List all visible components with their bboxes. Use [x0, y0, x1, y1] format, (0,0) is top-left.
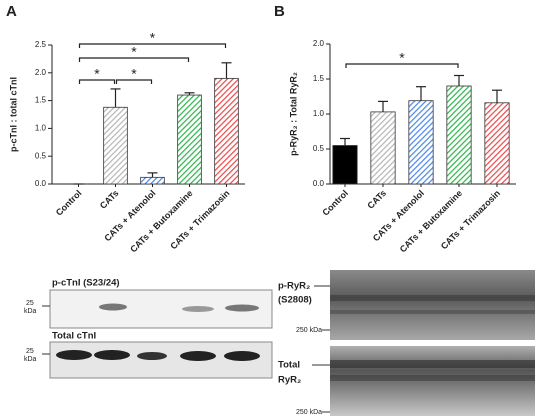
bar: [370, 111, 396, 185]
blot-label: p-cTnI (S23/24): [52, 278, 120, 289]
y-tick-label: 1.5: [35, 96, 47, 105]
blot-label: (S2808): [278, 295, 312, 306]
blot-label: Total cTnI: [52, 331, 96, 342]
band: [330, 375, 535, 381]
x-tick-label: CATs + Butoxamine: [398, 188, 464, 254]
significance-bracket: [115, 79, 153, 84]
bar: [214, 77, 239, 185]
y-tick-label: 0.5: [35, 151, 47, 160]
bar: [103, 106, 128, 185]
panel-letter: A: [6, 3, 17, 20]
marker-label: kDa: [24, 356, 37, 363]
band: [94, 350, 130, 360]
band: [330, 310, 535, 314]
x-tick-label: Control: [320, 188, 350, 218]
bar: [140, 176, 165, 185]
band: [180, 351, 216, 361]
x-tick-label: Control: [54, 188, 84, 218]
significance-bracket: [345, 63, 459, 68]
significance-bracket: [78, 43, 227, 48]
y-tick-label: 1.5: [313, 74, 325, 83]
band: [224, 351, 260, 361]
panel-letter: B: [274, 3, 285, 20]
band: [137, 352, 167, 360]
marker-label: 25: [26, 348, 34, 355]
significance-label: *: [94, 66, 100, 82]
marker-label: 25: [26, 300, 34, 307]
y-tick-label: 2.0: [35, 68, 47, 77]
y-tick-label: 0.0: [313, 179, 325, 188]
y-tick-label: 0.0: [35, 179, 47, 188]
marker-label: 250 kDa: [296, 327, 322, 334]
band: [225, 304, 259, 312]
y-tick-label: 1.0: [313, 109, 325, 118]
x-tick-label: CATs + Butoxamine: [128, 188, 194, 254]
blot: [330, 270, 535, 340]
significance-bracket: [78, 57, 190, 62]
y-tick-label: 0.5: [313, 144, 325, 153]
marker-label: kDa: [24, 308, 37, 315]
band: [56, 350, 92, 360]
bar: [484, 102, 510, 185]
significance-label: *: [131, 66, 137, 82]
significance-label: *: [131, 44, 137, 60]
band: [330, 295, 535, 301]
y-tick-label: 2.5: [35, 40, 47, 49]
band: [330, 360, 535, 368]
blot-label: p-RyR₂: [278, 281, 310, 292]
blot-label: RyR₂: [278, 375, 301, 386]
marker-label: 250 kDa: [296, 409, 322, 416]
significance-label: *: [150, 30, 156, 46]
band: [182, 306, 214, 312]
x-tick-label: CATs: [98, 188, 121, 211]
bar: [332, 145, 358, 185]
bar: [446, 85, 472, 185]
x-tick-label: CATs: [365, 188, 388, 211]
y-tick-label: 2.0: [313, 39, 325, 48]
significance-label: *: [399, 50, 405, 66]
y-axis-label: p-RyR₂ : Total RyR₂: [288, 72, 298, 156]
bar: [408, 100, 434, 185]
blot-label: Total: [278, 360, 300, 371]
y-tick-label: 1.0: [35, 124, 47, 133]
y-axis-label: p-cTnI : total cTnI: [8, 77, 18, 152]
significance-bracket: [78, 79, 116, 84]
band: [99, 303, 127, 311]
bar: [177, 94, 202, 185]
